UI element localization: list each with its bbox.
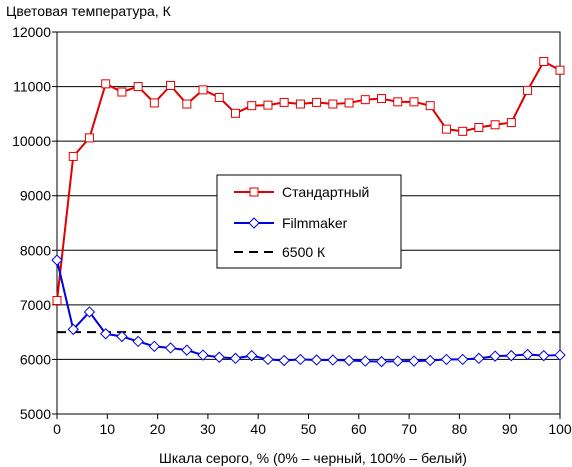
data-point-diamond xyxy=(248,217,260,229)
data-point-diamond xyxy=(554,349,566,361)
data-point-square xyxy=(101,79,111,89)
data-point-diamond xyxy=(99,328,112,340)
data-point-diamond xyxy=(213,351,225,363)
data-point-diamond xyxy=(327,354,339,366)
data-point-diamond xyxy=(51,254,63,266)
data-point-square xyxy=(149,98,159,108)
data-point-square xyxy=(474,123,484,132)
data-point-square xyxy=(312,97,322,107)
data-point-diamond xyxy=(456,353,469,366)
y-tick-label: 9000 xyxy=(20,188,51,204)
data-point-square xyxy=(182,99,192,109)
data-point-diamond xyxy=(181,344,193,356)
data-point-diamond xyxy=(521,348,534,361)
x-tick-label: 10 xyxy=(100,421,116,437)
legend-label-reference: 6500 К xyxy=(282,244,326,260)
data-point-square xyxy=(539,56,549,66)
y-tick-label: 5000 xyxy=(20,406,51,422)
series-line xyxy=(56,259,561,363)
x-axis-label: Шкала серого, % (0% – черный, 100% – бел… xyxy=(159,450,467,466)
data-point-square xyxy=(230,108,240,118)
data-point-square xyxy=(198,85,208,95)
data-point-diamond xyxy=(375,355,388,368)
legend-label: Filmmaker xyxy=(282,215,348,231)
data-point-square xyxy=(377,94,387,104)
data-point-diamond xyxy=(164,342,177,354)
data-point-diamond xyxy=(83,306,96,318)
data-point-diamond xyxy=(229,352,242,365)
data-point-diamond xyxy=(505,349,518,362)
series-layer xyxy=(51,56,566,368)
y-tick-label: 6000 xyxy=(20,351,51,367)
data-point-diamond xyxy=(116,330,128,343)
y-tick-label: 8000 xyxy=(20,242,51,258)
legend: Стандартный Filmmaker 6500 К xyxy=(216,174,402,269)
data-point-diamond xyxy=(310,354,323,366)
data-point-diamond xyxy=(408,355,420,367)
legend-box xyxy=(216,174,402,269)
data-point-diamond xyxy=(343,354,355,367)
x-tick-label: 50 xyxy=(301,421,317,437)
data-point-diamond xyxy=(392,355,404,367)
x-tick-label: 100 xyxy=(548,421,572,437)
y-tick-label: 10000 xyxy=(12,133,51,149)
data-point-square xyxy=(425,101,435,111)
data-point-diamond xyxy=(197,349,209,361)
data-point-square xyxy=(328,99,338,109)
data-point-diamond xyxy=(278,354,290,367)
data-point-square xyxy=(263,100,273,110)
x-tick-label: 70 xyxy=(401,421,417,437)
x-tick-label: 80 xyxy=(452,421,468,437)
data-point-diamond xyxy=(538,349,550,362)
x-axis-ticks: 0 10 20 30 40 50 60 70 80 90 100 xyxy=(53,414,572,437)
data-point-square xyxy=(52,295,62,305)
series-filmmaker xyxy=(51,254,566,368)
data-point-square xyxy=(279,97,289,107)
series-standard xyxy=(52,56,565,305)
data-point-diamond xyxy=(489,350,501,362)
data-point-square xyxy=(506,118,516,128)
y-tick-label: 7000 xyxy=(20,297,51,313)
x-tick-label: 40 xyxy=(250,421,266,437)
data-point-diamond xyxy=(294,353,307,366)
data-point-diamond xyxy=(440,353,453,366)
data-point-diamond xyxy=(67,323,79,336)
x-tick-label: 60 xyxy=(351,421,367,437)
data-point-square xyxy=(555,65,565,75)
data-point-diamond xyxy=(148,340,161,353)
data-point-diamond xyxy=(359,355,371,367)
data-point-square xyxy=(490,120,500,130)
data-point-diamond xyxy=(132,335,144,348)
data-point-square xyxy=(247,101,257,111)
x-tick-label: 90 xyxy=(502,421,518,437)
data-point-square xyxy=(344,98,354,108)
data-point-square xyxy=(523,85,533,95)
data-point-square xyxy=(441,124,451,134)
data-point-square xyxy=(393,97,403,107)
data-point-square xyxy=(117,87,127,97)
data-point-square xyxy=(166,80,176,90)
y-axis-ticks: 5000 6000 7000 8000 9000 10000 11000 12000 xyxy=(12,24,57,422)
chart-title: Цветовая температура, К xyxy=(6,3,172,19)
x-tick-label: 0 xyxy=(53,421,61,437)
data-point-diamond xyxy=(246,349,258,362)
data-point-square xyxy=(133,82,143,92)
y-tick-label: 12000 xyxy=(12,24,51,40)
data-point-square xyxy=(295,99,305,109)
data-point-diamond xyxy=(424,354,436,367)
legend-label: Стандартный xyxy=(282,184,369,200)
y-tick-label: 11000 xyxy=(13,79,51,95)
data-point-square xyxy=(84,133,94,143)
data-point-square xyxy=(68,151,78,161)
data-point-diamond xyxy=(262,353,274,366)
data-point-square xyxy=(409,97,419,107)
x-tick-label: 20 xyxy=(150,421,166,437)
data-point-square xyxy=(214,92,224,102)
x-tick-label: 30 xyxy=(200,421,216,437)
data-point-diamond xyxy=(473,352,485,365)
data-point-square xyxy=(360,95,370,105)
data-point-square xyxy=(249,187,259,197)
data-point-square xyxy=(458,126,468,136)
